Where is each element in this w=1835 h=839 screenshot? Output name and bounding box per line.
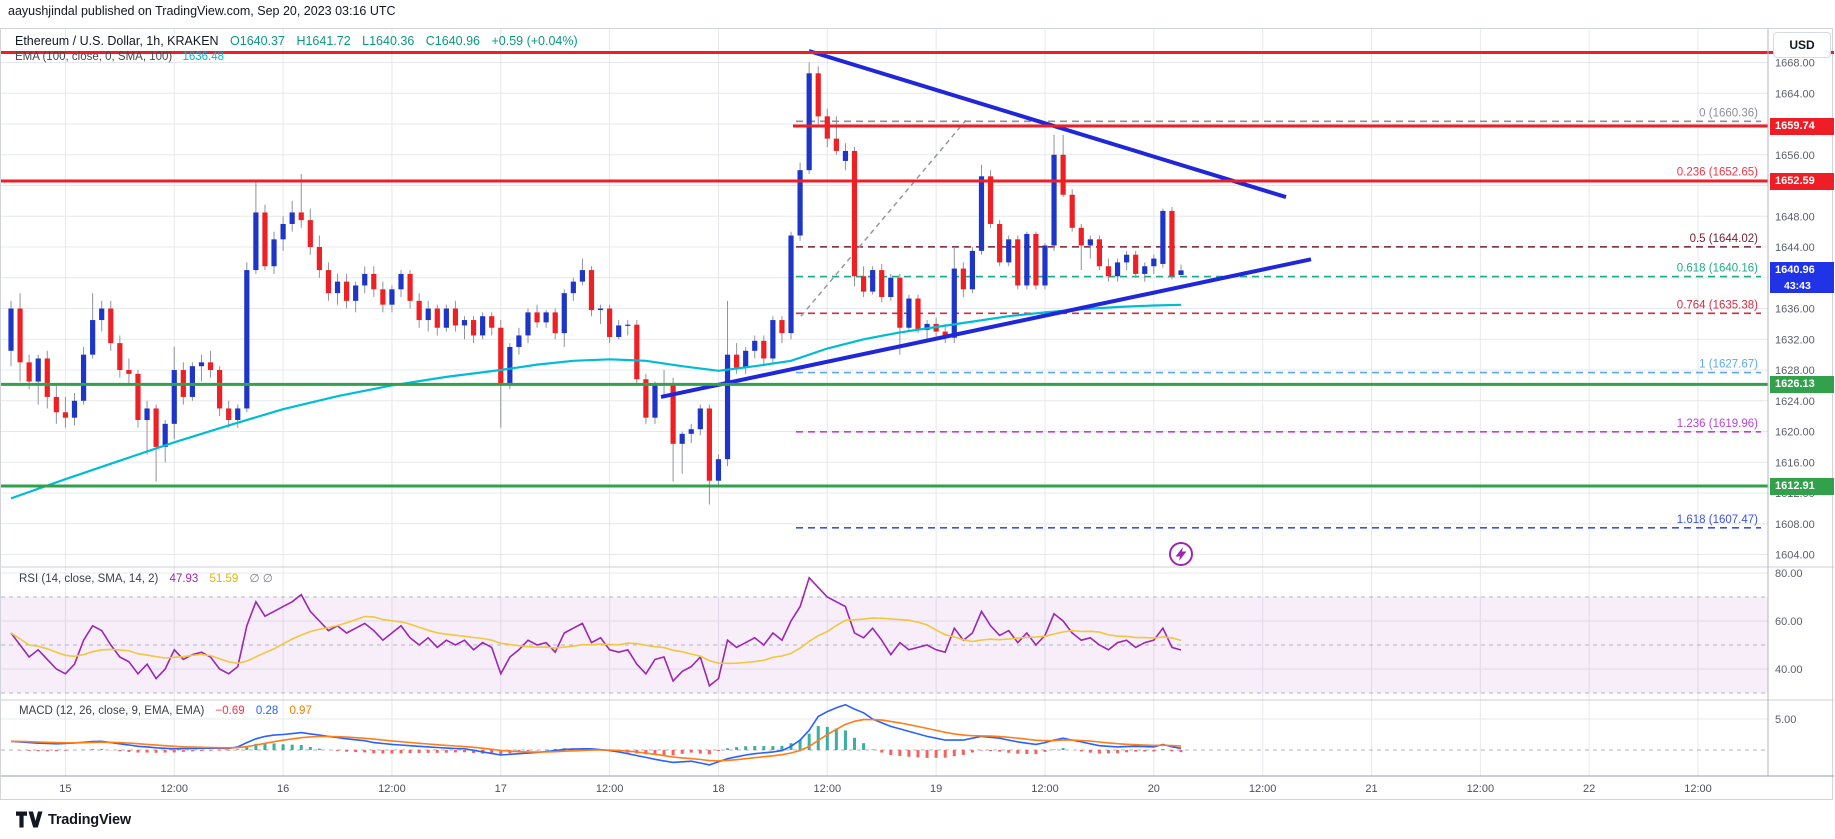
svg-text:60.00: 60.00: [1775, 616, 1803, 628]
svg-text:15: 15: [59, 783, 71, 795]
svg-text:12:00: 12:00: [378, 783, 406, 795]
ohlc-close: C1640.96: [425, 34, 480, 48]
svg-text:12:00: 12:00: [1684, 783, 1712, 795]
svg-text:1616.00: 1616.00: [1775, 457, 1815, 469]
svg-text:1 (1627.67): 1 (1627.67): [1699, 359, 1758, 371]
svg-text:12:00: 12:00: [596, 783, 624, 795]
svg-text:40.00: 40.00: [1775, 664, 1803, 676]
svg-text:80.00: 80.00: [1775, 568, 1803, 580]
currency-toggle-button[interactable]: USD: [1773, 32, 1831, 58]
svg-text:1628.00: 1628.00: [1775, 365, 1815, 377]
svg-text:1.236 (1619.96): 1.236 (1619.96): [1677, 418, 1758, 430]
fib-retracement-levels[interactable]: 0 (1660.36) 0.236 (1652.65) 0.5 (1644.02) 0…: [796, 107, 1761, 529]
support-resistance-lines[interactable]: [1, 51, 1834, 488]
symbol-title: Ethereum / U.S. Dollar, 1h, KRAKEN: [15, 34, 219, 48]
gridlines: [1, 29, 1768, 776]
svg-text:0.618 (1640.16): 0.618 (1640.16): [1677, 263, 1758, 275]
svg-text:19: 19: [930, 783, 942, 795]
svg-text:16: 16: [277, 783, 289, 795]
svg-text:0.764 (1635.38): 0.764 (1635.38): [1677, 299, 1758, 311]
macd-value: 0.28: [255, 705, 279, 717]
rsi-band: [1, 596, 1768, 751]
svg-text:1608.00: 1608.00: [1775, 519, 1815, 531]
svg-text:1636.00: 1636.00: [1775, 304, 1815, 316]
ohlc-low: L1640.36: [362, 34, 415, 48]
rsi-legend[interactable]: RSI (14, close, SMA, 14, 2) 47.93 51.59 …: [19, 571, 273, 585]
svg-text:1.618 (1607.47): 1.618 (1607.47): [1677, 514, 1758, 526]
triangle-trendlines[interactable]: [660, 49, 1312, 399]
svg-text:12:00: 12:00: [814, 783, 842, 795]
svg-text:1604.00: 1604.00: [1775, 550, 1815, 562]
svg-text:18: 18: [712, 783, 724, 795]
ema-value: 1636.48: [182, 51, 225, 63]
macd-legend[interactable]: MACD (12, 26, close, 9, EMA, EMA) −0.69 …: [19, 705, 312, 717]
chart-frame: 0 (1660.36) 0.236 (1652.65) 0.5 (1644.02) 0…: [0, 28, 1834, 800]
svg-text:21: 21: [1365, 783, 1377, 795]
price-scale-labels[interactable]: 1668.00 1664.00 1656.00 1648.00 1644.00 1636.…: [1775, 58, 1815, 726]
svg-text:12:00: 12:00: [160, 783, 188, 795]
svg-text:1648.00: 1648.00: [1775, 211, 1815, 223]
rsi-value: 47.93: [169, 573, 199, 585]
svg-text:1664.00: 1664.00: [1775, 88, 1815, 100]
tradingview-logo-icon: [16, 811, 43, 828]
rsi-ma-value: 51.59: [209, 573, 239, 585]
footer: TradingView: [0, 800, 1835, 839]
time-axis-labels[interactable]: 15 12:00 16 12:00 17 12:00 18 12:00 19 12:00 20 12:…: [59, 783, 1711, 795]
svg-text:0.236 (1652.65): 0.236 (1652.65): [1677, 167, 1758, 179]
price-chart-svg[interactable]: 0 (1660.36) 0.236 (1652.65) 0.5 (1644.02) 0…: [1, 29, 1834, 799]
svg-text:20: 20: [1148, 783, 1160, 795]
ema-label: EMA (100, close, 0, SMA, 100): [15, 51, 173, 63]
rsi-label: RSI (14, close, SMA, 14, 2): [19, 573, 159, 585]
ohlc-open: O1640.37: [230, 34, 285, 48]
macd-hist-value: −0.69: [215, 705, 245, 717]
svg-text:22: 22: [1583, 783, 1595, 795]
ema-legend[interactable]: EMA (100, close, 0, SMA, 100) 1636.48: [15, 51, 224, 63]
svg-text:1656.00: 1656.00: [1775, 150, 1815, 162]
tradingview-logo[interactable]: TradingView: [16, 811, 131, 828]
ohlc-change: +0.59 (+0.04%): [491, 34, 578, 48]
svg-text:17: 17: [495, 783, 507, 795]
svg-text:1624.00: 1624.00: [1775, 396, 1815, 408]
svg-text:12:00: 12:00: [1467, 783, 1495, 795]
flash-icon[interactable]: [1169, 542, 1193, 566]
macd-signal-value: 0.97: [289, 705, 312, 717]
svg-text:1620.00: 1620.00: [1775, 427, 1815, 439]
svg-text:0.5 (1644.02): 0.5 (1644.02): [1690, 233, 1759, 245]
svg-text:0 (1660.36): 0 (1660.36): [1699, 107, 1758, 119]
svg-text:12:00: 12:00: [1249, 783, 1277, 795]
ema-line: [10, 303, 1182, 500]
macd-label: MACD (12, 26, close, 9, EMA, EMA): [19, 705, 205, 717]
svg-text:1668.00: 1668.00: [1775, 58, 1815, 70]
symbol-legend[interactable]: Ethereum / U.S. Dollar, 1h, KRAKEN O1640…: [15, 34, 578, 48]
publish-caption: aayushjindal published on TradingView.co…: [8, 4, 396, 18]
brand-text: TradingView: [48, 811, 131, 828]
macd-pane[interactable]: [10, 703, 1183, 766]
rsi-pane[interactable]: [10, 576, 1182, 688]
svg-text:1632.00: 1632.00: [1775, 334, 1815, 346]
trend-arrow-drawing[interactable]: [800, 119, 967, 317]
svg-text:12:00: 12:00: [1031, 783, 1059, 795]
svg-text:5.00: 5.00: [1775, 714, 1796, 726]
pane-separators: [1, 29, 1834, 777]
svg-text:1644.00: 1644.00: [1775, 242, 1815, 254]
ohlc-high: H1641.72: [296, 34, 351, 48]
svg-text:1612.00: 1612.00: [1775, 488, 1815, 500]
rsi-empty-values: ∅ ∅: [249, 573, 273, 585]
